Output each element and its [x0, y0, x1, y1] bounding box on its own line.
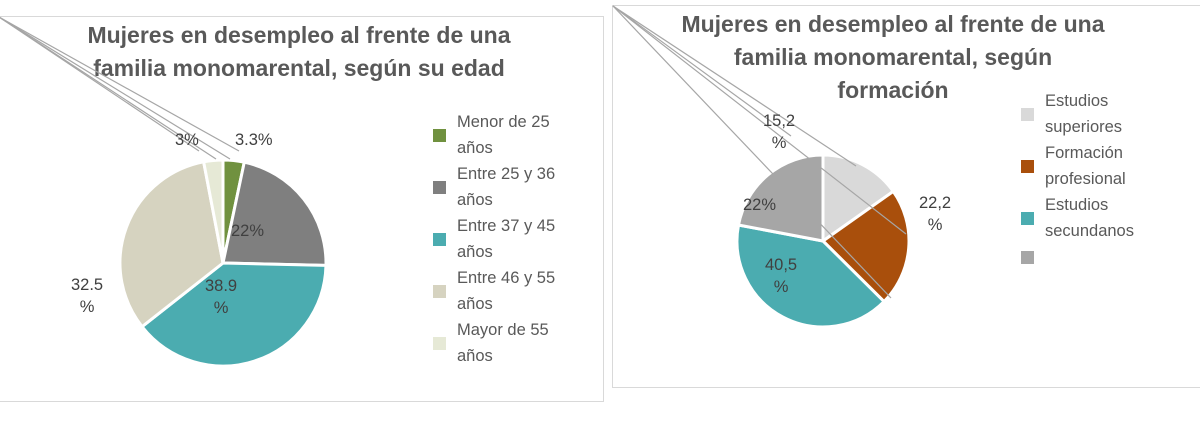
legend-label: Entre 37 y 45: [457, 217, 556, 235]
legend-label: superiores: [1045, 118, 1123, 136]
legend-label: Entre 25 y 36: [457, 165, 556, 183]
legend-label: Mayor de 55: [457, 321, 549, 339]
leader-line: [0, 16, 231, 160]
legend-item: Formación profesional: [1017, 140, 1175, 192]
data-label: 40,5 %: [765, 256, 798, 296]
pie-slice-entre-46-y-55-a-os: [118, 160, 225, 329]
leader-line: [612, 5, 892, 299]
legend-label: Menor de 25: [457, 113, 550, 131]
pie-slice-unlabeled: [736, 153, 825, 243]
data-label: 38.9 %: [205, 277, 238, 317]
legend-swatch: [433, 233, 446, 246]
legend-swatch: [1021, 212, 1034, 225]
legend-label: Formación: [1045, 144, 1123, 162]
data-label: 22%: [231, 222, 265, 240]
chart-title: Mujeres en desempleo al frente de una fam…: [39, 19, 559, 85]
leader-line: [0, 16, 200, 152]
legend-swatch: [433, 337, 446, 350]
legend-label: Entre 46 y 55: [457, 269, 556, 287]
title-line: familia monomarental, según: [733, 44, 1053, 70]
chart-title: Mujeres en desempleo al frente de una fam…: [643, 8, 1143, 107]
legend-item: Estudios secundanos: [1017, 192, 1175, 244]
data-label: 15,2 %: [763, 112, 796, 152]
legend-label: años: [457, 347, 493, 365]
title-line: Mujeres en desempleo al frente de una: [681, 11, 1105, 37]
leader-line: [612, 5, 907, 235]
legend-item: Estudios superiores: [1017, 88, 1175, 140]
title-line: formación: [837, 77, 949, 103]
legend-item: Menor de 25 años: [429, 109, 587, 161]
legend-label: Estudios: [1045, 196, 1109, 214]
chart-education: Mujeres en desempleo al frente de una fam…: [612, 5, 1200, 388]
leader-line: [612, 5, 857, 167]
data-label: 22,2 %: [919, 194, 952, 234]
legend-item: Entre 37 y 45 años: [429, 213, 587, 265]
legend-label: secundanos: [1045, 222, 1134, 240]
pie-slice-mayor-de-55-a-os: [201, 158, 225, 264]
data-label: 32.5 %: [71, 276, 104, 316]
legend: Menor de 25 años Entre 25 y 36 años Entre 37…: [429, 109, 587, 369]
pie-chart-education: [612, 5, 911, 329]
legend-swatch: [433, 285, 446, 298]
pie-slice-entre-25-y-36-a-os: [221, 160, 328, 267]
legend-swatch: [433, 181, 446, 194]
legend-swatch: [1021, 108, 1034, 121]
data-label: 3.3%: [235, 131, 273, 149]
title-line: familia monomarental, según su edad: [93, 55, 505, 81]
title-line: Mujeres en desempleo al frente de una: [87, 22, 511, 48]
legend-swatch: [1021, 160, 1034, 173]
data-label: 22%: [743, 196, 777, 214]
legend-swatch: [433, 129, 446, 142]
leader-line: [612, 5, 792, 137]
pie-slice-estudios-secundarios: [735, 223, 887, 329]
legend-label: [1045, 244, 1175, 270]
pie-chart-age: [0, 16, 328, 368]
legend-swatch: [1021, 251, 1034, 264]
legend-label: años: [457, 139, 493, 157]
leader-line: [0, 16, 240, 152]
legend-label: años: [457, 295, 493, 313]
pie-slice-estudios-superiores: [821, 153, 896, 244]
legend-label: años: [457, 191, 493, 209]
data-label: 3%: [175, 131, 199, 149]
legend-label: años: [457, 243, 493, 261]
legend-label: profesional: [1045, 170, 1126, 188]
legend-label: Estudios: [1045, 92, 1109, 110]
legend: Estudios superiores Formación profesional Es…: [1017, 88, 1175, 270]
legend-item: Mayor de 55 años: [429, 317, 587, 369]
pie-slice-entre-37-y-45-a-os: [139, 261, 328, 368]
chart-age: Mujeres en desempleo al frente de una fam…: [0, 16, 604, 402]
legend-item: Entre 25 y 36 años: [429, 161, 587, 213]
legend-item: [1017, 244, 1175, 270]
legend-item: Entre 46 y 55 años: [429, 265, 587, 317]
